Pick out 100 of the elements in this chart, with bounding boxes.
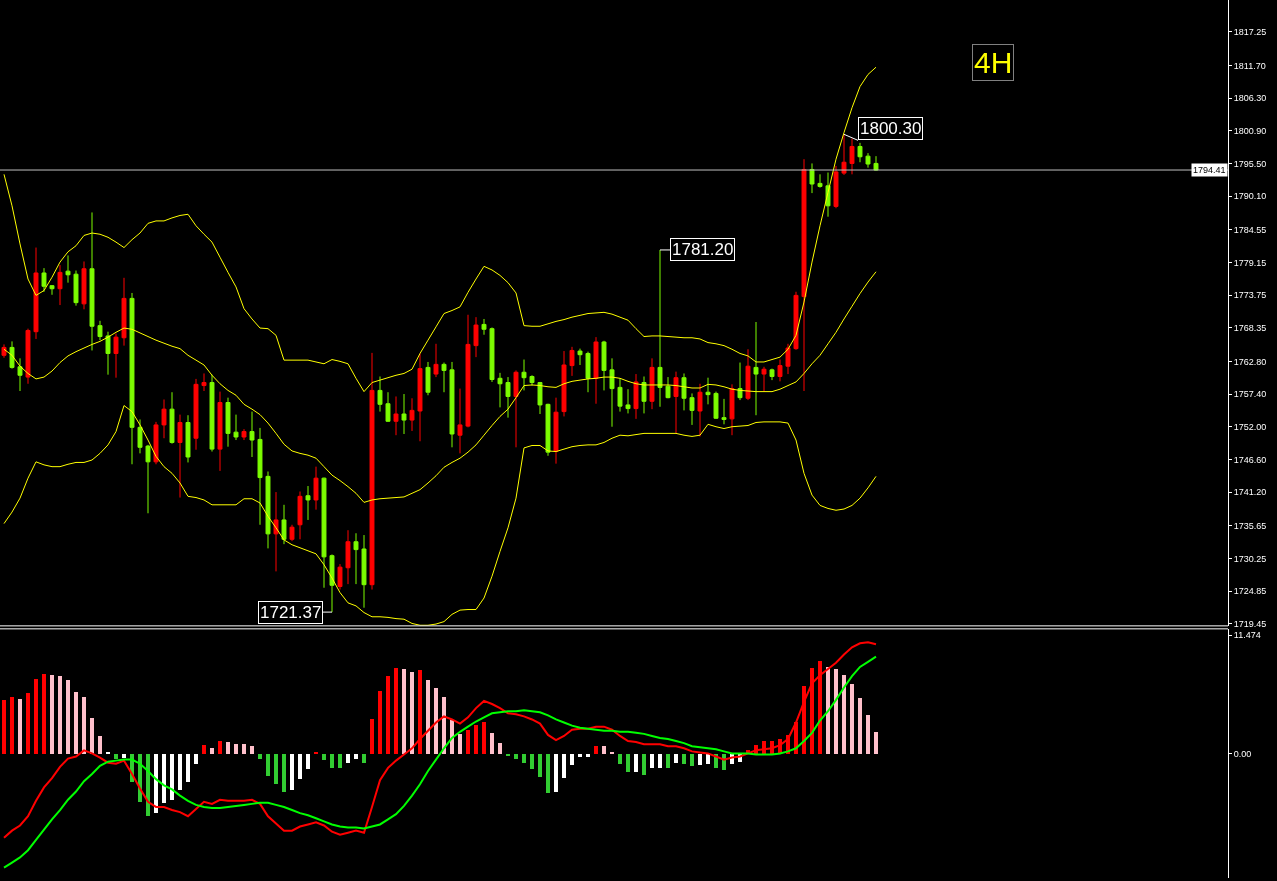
text: 4H (974, 46, 1013, 79)
bar (522, 753, 526, 763)
candlestick (569, 346, 575, 377)
bar (410, 671, 414, 754)
bar (690, 753, 694, 766)
y-tick-label: 1790.10 (1233, 191, 1267, 202)
bar (866, 714, 870, 754)
candlestick (257, 427, 263, 526)
bar (338, 753, 342, 768)
y-tick-label: 11.474 (1233, 630, 1261, 641)
bar (162, 753, 166, 803)
bar (434, 687, 438, 754)
bar (394, 667, 398, 754)
candlestick (513, 369, 519, 448)
candlestick (265, 471, 271, 549)
bar (178, 753, 182, 790)
candlestick (809, 162, 815, 194)
candlestick (393, 395, 399, 436)
candlestick (89, 211, 95, 351)
candlestick (553, 397, 559, 465)
candlestick (497, 372, 503, 408)
bar (218, 740, 222, 754)
bar (330, 753, 334, 768)
bar (602, 745, 606, 754)
bar (250, 745, 254, 754)
candlestick (737, 362, 743, 401)
candlestick (689, 392, 695, 426)
y-tick-label: 1757.40 (1233, 389, 1267, 400)
y-tick-label: 1795.50 (1233, 158, 1267, 169)
candlestick (41, 267, 47, 293)
candlestick (321, 477, 327, 589)
candlestick (729, 383, 735, 436)
bar (306, 753, 310, 769)
bar (26, 692, 30, 754)
bar (626, 753, 630, 772)
ref-line-label: 1794.41 (1193, 165, 1226, 175)
bar (554, 753, 558, 792)
candlestick (369, 352, 375, 591)
y-tick-label: 1817.25 (1233, 26, 1267, 37)
bar (498, 742, 502, 754)
y-tick-label: 1735.65 (1233, 520, 1267, 531)
candlestick (345, 529, 351, 585)
bar (826, 666, 830, 754)
annotation: 1800.30 (860, 119, 922, 138)
candlestick (561, 350, 567, 417)
y-tick-label: 1779.15 (1233, 257, 1267, 268)
y-tick-label: 1730.25 (1233, 553, 1267, 564)
candlestick (665, 376, 671, 399)
bar (122, 753, 126, 758)
bar (618, 753, 622, 764)
candlestick (401, 393, 407, 435)
bar (594, 745, 598, 754)
bar (290, 753, 294, 790)
candlestick (169, 391, 175, 445)
bar (154, 753, 158, 813)
candlestick (313, 466, 319, 511)
bar (226, 741, 230, 754)
y-tick-label: 1741.20 (1233, 487, 1267, 498)
bar (74, 691, 78, 754)
bar (186, 753, 190, 782)
bar (538, 753, 542, 777)
candlestick (113, 333, 119, 379)
y-tick-label: 1752.00 (1233, 421, 1267, 432)
candlestick (409, 397, 415, 432)
candlestick (97, 320, 103, 341)
bar (90, 717, 94, 754)
candlestick (593, 336, 599, 405)
line-series (3, 271, 877, 503)
candlestick (57, 264, 63, 306)
bar (570, 753, 574, 765)
candlestick (25, 328, 31, 385)
candlestick (1, 343, 7, 359)
candlestick (777, 359, 783, 382)
candlestick (65, 254, 71, 284)
candlestick (145, 444, 151, 514)
y-tick-label: 1806.30 (1233, 93, 1267, 104)
candlestick (129, 292, 135, 465)
candlestick (849, 138, 855, 175)
candlestick (465, 314, 471, 428)
candlestick (545, 403, 551, 457)
candlestick (185, 414, 191, 463)
bar (66, 679, 70, 754)
candlestick (457, 388, 463, 454)
bar (650, 753, 654, 768)
bar (842, 674, 846, 754)
candlestick (137, 418, 143, 454)
y-tick-label: 1811.70 (1233, 60, 1266, 71)
candlestick (153, 421, 159, 465)
candlestick (865, 152, 871, 169)
bar (370, 718, 374, 754)
bar (282, 753, 286, 792)
bar (546, 753, 550, 793)
bar (834, 668, 838, 754)
candlestick (521, 359, 527, 391)
candlestick (713, 391, 719, 420)
bar (402, 668, 406, 754)
candlestick (433, 343, 439, 378)
bar (818, 660, 822, 754)
candlestick (681, 372, 687, 411)
candlestick (577, 348, 583, 366)
